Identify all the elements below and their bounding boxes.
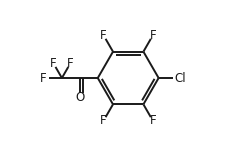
Text: F: F: [100, 115, 107, 127]
Text: Cl: Cl: [174, 71, 186, 85]
Text: F: F: [40, 71, 47, 85]
Text: F: F: [150, 29, 156, 41]
Text: F: F: [100, 29, 107, 41]
Text: F: F: [50, 57, 57, 70]
Text: O: O: [75, 91, 85, 105]
Text: F: F: [67, 57, 74, 70]
Text: F: F: [150, 115, 156, 127]
